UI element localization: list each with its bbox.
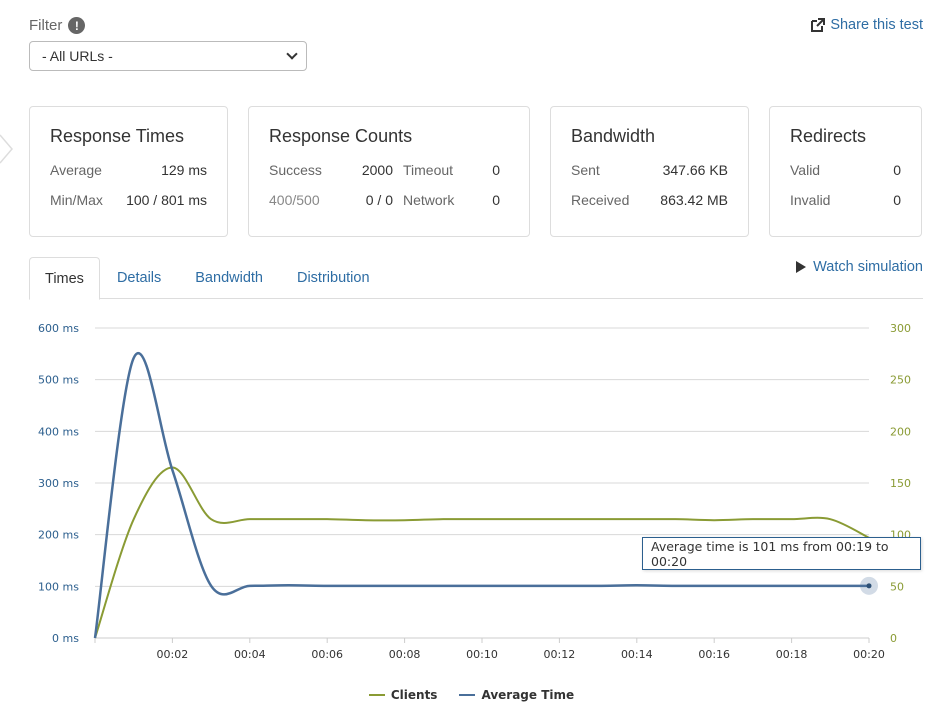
timeout-value: 0 [492,162,500,178]
redirects-card: Redirects Valid 0 Invalid 0 [769,106,922,237]
filter-label: Filter ! [29,17,86,34]
chart-tabs: Times Details Bandwidth Distribution [29,257,923,300]
legend-label-average-time: Average Time [481,688,575,702]
valid-label: Valid [790,162,821,178]
info-icon[interactable]: ! [68,17,86,34]
share-test-link[interactable]: Share this test [811,17,923,33]
share-icon [811,18,826,32]
y-right-tick-label: 150 [890,477,911,490]
legend-label-clients: Clients [390,688,438,702]
y-left-tick-label: 500 ms [38,374,79,387]
share-test-label: Share this test [830,17,923,33]
chart-tooltip: Average time is 101 ms from 00:19 to 00:… [642,537,921,570]
network-label: Network [403,192,455,208]
series-line-average-time [93,352,869,639]
watch-simulation-label: Watch simulation [813,259,923,275]
received-label: Received [571,192,630,208]
tab-times[interactable]: Times [29,257,100,300]
x-tick-label: 00:16 [698,648,730,661]
sent-label: Sent [571,162,600,178]
sent-value: 347.66 KB [662,162,728,178]
y-left-tick-label: 400 ms [38,425,79,438]
invalid-label: Invalid [790,192,831,208]
average-label: Average [50,162,102,178]
x-tick-label: 00:02 [157,648,189,661]
chart-legend: Clients Average Time [0,688,943,702]
y-left-tick-label: 200 ms [38,529,79,542]
x-tick-label: 00:10 [466,648,498,661]
x-tick-label: 00:12 [544,648,576,661]
y-right-tick-label: 300 [890,322,911,335]
y-right-tick-label: 200 [890,425,911,438]
y-left-tick-label: 0 ms [52,632,79,645]
y-right-tick-label: 0 [890,632,897,645]
tab-details[interactable]: Details [116,270,162,286]
watch-simulation-link[interactable]: Watch simulation [796,259,923,275]
hover-point[interactable] [866,583,872,589]
minmax-value: 100 / 801 ms [126,192,207,208]
invalid-value: 0 [893,192,901,208]
valid-value: 0 [893,162,901,178]
legend-item-average-time[interactable]: Average Time [459,688,574,702]
url-filter-select[interactable]: - All URLs - [29,41,307,71]
x-tick-label: 00:20 [853,648,885,661]
side-panel-arrow-icon[interactable] [0,133,14,165]
response-times-title: Response Times [50,126,185,146]
tab-bandwidth[interactable]: Bandwidth [195,270,263,286]
error-value: 0 / 0 [365,192,393,208]
legend-item-clients[interactable]: Clients [368,688,438,702]
chevron-down-icon [286,48,298,60]
x-tick-label: 00:14 [621,648,653,661]
legend-swatch-clients [368,694,385,696]
legend-swatch-average-time [459,694,476,696]
minmax-label: Min/Max [50,192,103,208]
y-left-tick-label: 600 ms [38,322,79,335]
series-line-clients [94,466,870,639]
x-tick-label: 00:08 [389,648,421,661]
bandwidth-title: Bandwidth [571,126,656,146]
response-counts-title: Response Counts [269,126,413,146]
average-value: 129 ms [161,162,207,178]
success-value: 2000 [361,162,393,178]
tab-distribution[interactable]: Distribution [296,270,370,286]
y-left-tick-label: 300 ms [38,477,79,490]
filter-label-text: Filter [29,17,63,34]
y-right-tick-label: 50 [890,580,904,593]
play-icon [796,261,807,273]
success-label: Success [269,162,322,178]
y-right-tick-label: 250 [890,374,911,387]
redirects-title: Redirects [790,126,867,146]
url-filter-selected: - All URLs - [42,48,113,64]
timeout-label: Timeout [403,162,454,178]
bandwidth-card: Bandwidth Sent 347.66 KB Received 863.42 M… [550,106,749,237]
response-times-card: Response Times Average 129 ms Min/Max 100 … [29,106,228,237]
network-value: 0 [492,192,500,208]
x-tick-label: 00:06 [311,648,343,661]
x-tick-label: 00:04 [234,648,266,661]
error-label: 400/500 [269,192,320,208]
response-counts-card: Response Counts Success 2000 Timeout 0 4… [248,106,530,237]
y-left-tick-label: 100 ms [38,580,79,593]
received-value: 863.42 MB [660,192,728,208]
x-tick-label: 00:18 [776,648,808,661]
